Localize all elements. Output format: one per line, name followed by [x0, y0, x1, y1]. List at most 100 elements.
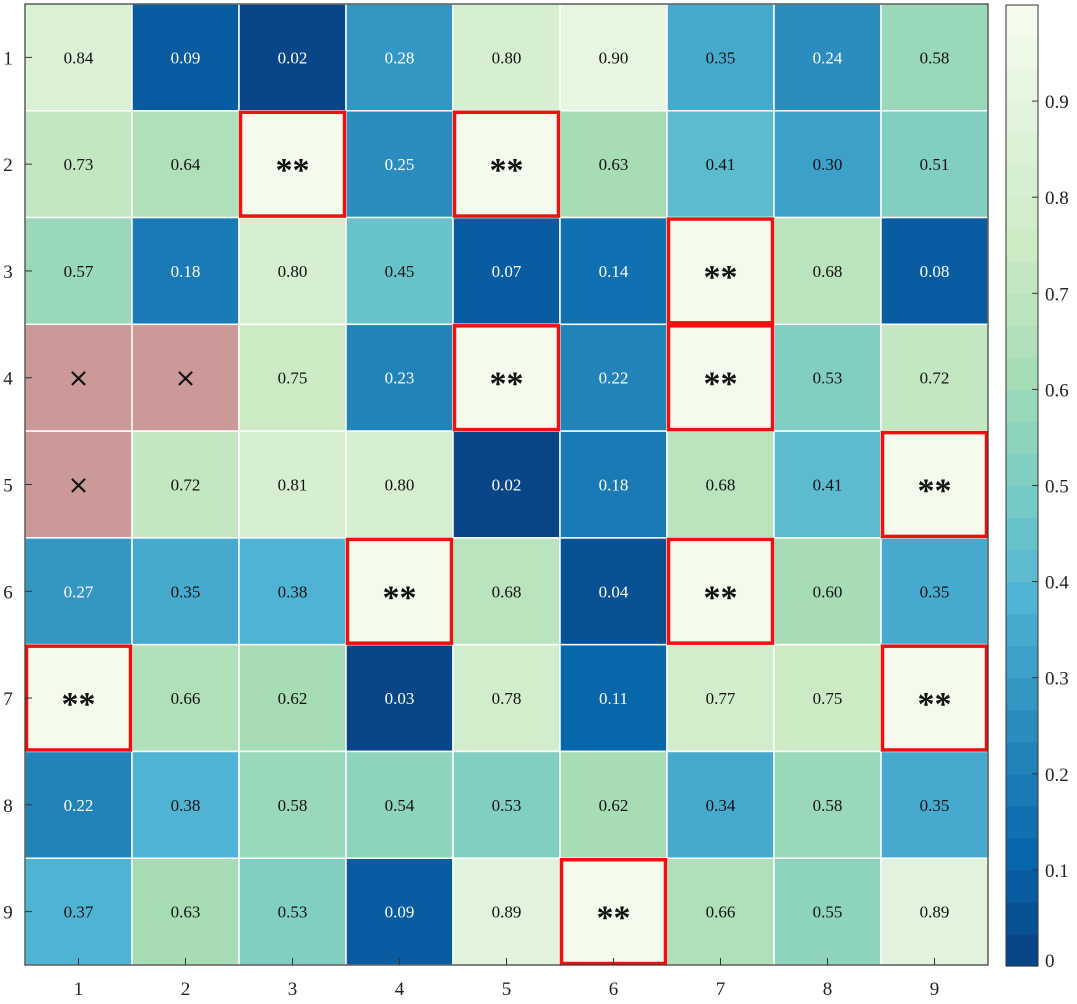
heatmap-cell-r3-c2 — [131, 216, 240, 326]
heatmap-cell-r5-c2 — [131, 430, 240, 539]
colorbar-tick-label: 0.9 — [1045, 92, 1069, 113]
cell-value-label: 0.77 — [706, 689, 736, 708]
cell-value-label: 0.63 — [171, 903, 201, 922]
x-tick-label: 5 — [502, 979, 512, 1000]
significance-label: ** — [490, 152, 524, 189]
cell-value-label: 0.75 — [813, 689, 843, 708]
colorbar-tick-label: 0.6 — [1045, 380, 1069, 401]
heatmap-cell-r6-c1 — [24, 537, 133, 646]
significance-label: ** — [597, 900, 631, 937]
y-tick-label: 6 — [3, 582, 13, 603]
cell-value-label: 0.38 — [171, 796, 201, 815]
x-tick-label: 8 — [823, 979, 833, 1000]
cell-value-label: 0.55 — [813, 903, 843, 922]
heatmap-cell-r3-c4 — [345, 216, 454, 326]
cell-value-label: 0.58 — [278, 796, 308, 815]
colorbar-segment — [1006, 677, 1038, 711]
colorbar-segment — [1006, 293, 1038, 326]
colorbar-segment — [1006, 549, 1038, 583]
highlight-box-r4-c7 — [666, 324, 775, 432]
heatmap-cell-r2-c7 — [666, 110, 775, 219]
cell-value-label: 0.75 — [278, 369, 308, 388]
heatmap-cell-r6-c4 — [345, 537, 454, 646]
cell-value-label: 0.41 — [706, 155, 736, 174]
y-tick-label: 2 — [3, 155, 13, 176]
highlight-box-r2-c3 — [238, 110, 347, 218]
heatmap-cell-r7-c1 — [24, 643, 133, 753]
x-axis-ticks: 1 2 3 4 5 6 7 8 9 — [74, 958, 939, 1000]
y-tick-label: 5 — [3, 476, 13, 497]
colorbar-segment — [1006, 645, 1038, 679]
cell-value-label: 0.72 — [171, 476, 201, 495]
heatmap-cell-r5-c6 — [559, 430, 668, 539]
colorbar-segment — [1006, 69, 1038, 102]
cell-value-label: 0.35 — [171, 582, 201, 601]
significance-label: ** — [704, 579, 738, 616]
cell-value-label: 0.07 — [492, 262, 522, 281]
y-tick-label: 4 — [3, 369, 13, 390]
heatmap-cell-r4-c1 — [24, 323, 133, 432]
cell-value-label: 0.53 — [813, 369, 843, 388]
heatmap-cell-r7-c7 — [666, 643, 775, 753]
cell-value-label: 0.72 — [920, 369, 950, 388]
colorbar-segment — [1006, 261, 1038, 294]
cell-value-label: 0.11 — [599, 689, 628, 708]
heatmap-cell-r1-c1 — [24, 3, 133, 112]
x-tick-label: 4 — [395, 979, 405, 1000]
y-axis-ticks: 1 2 3 4 5 6 7 8 9 — [3, 48, 32, 924]
heatmap-cell-r6-c2 — [131, 537, 240, 646]
colorbar-segment — [1006, 901, 1038, 935]
cell-value-label: 0.37 — [64, 903, 94, 922]
highlight-box-r6-c4 — [345, 537, 454, 645]
cell-value-label: 0.03 — [385, 689, 415, 708]
heatmap-cell-r2-c9 — [880, 110, 989, 219]
cell-value-label: 0.22 — [599, 369, 629, 388]
colorbar-segment — [1006, 101, 1038, 134]
highlight-box-r3-c7 — [666, 217, 775, 325]
colorbar-segment — [1006, 581, 1038, 615]
x-tick-label: 2 — [181, 979, 191, 1000]
cell-value-label: 0.63 — [599, 155, 629, 174]
heatmap-cell-r6-c3 — [238, 537, 347, 646]
heatmap-cell-r3-c3 — [238, 216, 347, 326]
heatmap-cell-r9-c1 — [24, 857, 133, 966]
cell-value-label: 0.64 — [171, 155, 201, 174]
significance-label: ** — [62, 686, 96, 723]
cell-value-label: 0.34 — [706, 796, 736, 815]
highlight-box-r5-c9 — [880, 430, 989, 539]
cell-value-label: 0.53 — [492, 796, 522, 815]
colorbar-segment — [1006, 805, 1038, 839]
cell-value-label: 0.04 — [599, 582, 629, 601]
cell-value-label: 0.80 — [385, 476, 415, 495]
cell-value-label: 0.73 — [64, 155, 94, 174]
missing-mark: × — [68, 471, 90, 501]
colorbar-segment — [1006, 613, 1038, 647]
heatmap-cell-r8-c7 — [666, 750, 775, 859]
heatmap-cell-r9-c2 — [131, 857, 240, 966]
heatmap-cell-r5-c1 — [24, 430, 133, 539]
cell-value-label: 0.35 — [920, 796, 950, 815]
cell-value-label: 0.09 — [171, 48, 201, 67]
y-tick-label: 3 — [3, 262, 13, 283]
heatmap-cell-r6-c9 — [880, 537, 989, 646]
colorbar-tick-label: 0.1 — [1045, 861, 1069, 882]
cell-value-label: 0.35 — [920, 582, 950, 601]
cell-value-label: 0.57 — [64, 262, 94, 281]
x-tick-label: 6 — [609, 979, 619, 1000]
cell-value-label: 0.58 — [813, 796, 843, 815]
cell-value-label: 0.14 — [599, 262, 629, 281]
heatmap-cell-r6-c6 — [559, 537, 668, 646]
cell-value-label: 0.84 — [64, 48, 94, 67]
heatmap-cell-r2-c1 — [24, 110, 133, 219]
cell-value-label: 0.53 — [278, 903, 308, 922]
heatmap-cell-r3-c1 — [24, 216, 133, 326]
heatmap-cell-r1-c6 — [559, 3, 668, 112]
cell-value-label: 0.68 — [813, 262, 843, 281]
colorbar-segment — [1006, 933, 1038, 967]
colorbar-segment — [1006, 37, 1038, 70]
significance-label: ** — [704, 259, 738, 296]
cell-value-label: 0.66 — [706, 903, 736, 922]
colorbar-segment — [1006, 389, 1038, 423]
heatmap-cell-r4-c8 — [773, 323, 882, 432]
y-tick-label: 1 — [3, 48, 13, 69]
